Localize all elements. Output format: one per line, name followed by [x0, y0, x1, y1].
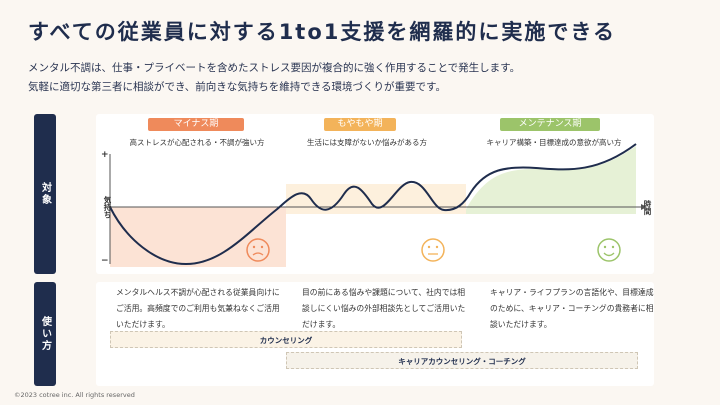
- usage-text-minus: メンタルヘルス不調が心配される従業員向けにご活用。高頻度でのご利用も気兼ねなくご…: [116, 288, 280, 329]
- phase-badge-moyamoya: もやもや期: [324, 118, 396, 131]
- usage-text-moyamoya: 目の前にある悩みや課題について、社内では相談しにくい悩みの外部相談先としてご活用…: [302, 288, 466, 329]
- counseling-bar: カウンセリング: [110, 331, 462, 348]
- side-label-target: 対象: [34, 114, 56, 274]
- phase-desc-minus: 高ストレスが心配される・不調が強い方: [129, 138, 265, 147]
- axis-plus-label: +: [101, 150, 109, 160]
- minus-zone: [110, 207, 286, 267]
- happy-face-icon: [597, 238, 621, 262]
- axis-feeling-label: 気持ち: [103, 196, 112, 219]
- axis-minus-label: −: [101, 256, 109, 266]
- subtitle-line-1: メンタル不調は、仕事・プライベートを含めたストレス要因が複合的に強く作用すること…: [28, 62, 521, 74]
- page-title: すべての従業員に対する1to1支援を網羅的に実施できる: [28, 20, 616, 44]
- side-label-usage: 使い方: [34, 282, 56, 386]
- neutral-face-icon: [421, 238, 445, 262]
- maintenance-zone: [466, 146, 636, 214]
- moyamoya-zone: [286, 184, 466, 214]
- phase-desc-moyamoya: 生活には支障がないか悩みがある方: [307, 138, 427, 147]
- phase-desc-maintenance: キャリア構築・目標達成の意欲が高い方: [486, 138, 622, 147]
- usage-text-maintenance: キャリア・ライフプランの言語化や、目標達成のために、キャリア・コーチングの貴務者…: [490, 288, 654, 329]
- sad-face-icon: [246, 238, 270, 262]
- mood-curve: [109, 143, 637, 266]
- subtitle-line-2: 気軽に適切な第三者に相談ができ、前向きな気持ちを維持できる環境づくりが重要です。: [28, 81, 447, 93]
- axis-time-label: 時間: [643, 200, 652, 215]
- phase-badge-maintenance: メンテナンス期: [500, 118, 600, 131]
- mood-curve-chart: [109, 143, 647, 267]
- copyright-footer: ©2023 cotree inc. All rights reserved: [14, 391, 135, 399]
- phase-badge-minus: マイナス期: [148, 118, 244, 131]
- career-coaching-bar: キャリアカウンセリング・コーチング: [286, 352, 638, 369]
- axis-arrow-icon: [641, 204, 647, 210]
